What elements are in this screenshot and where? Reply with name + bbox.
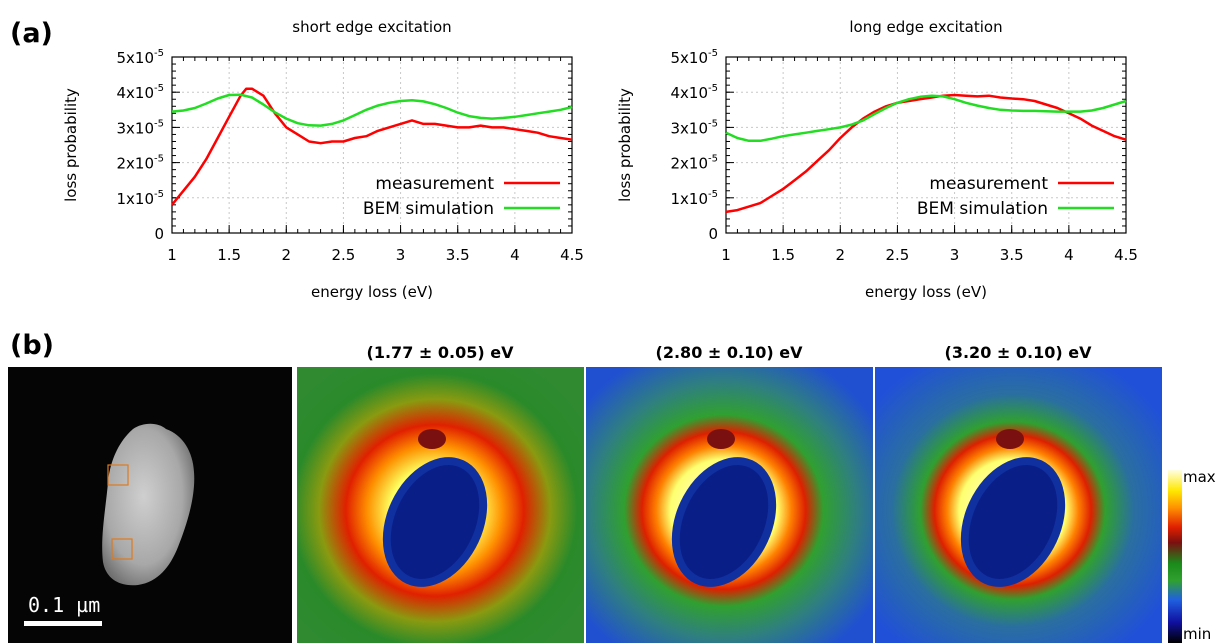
y-tick-label: 0: [154, 225, 164, 243]
x-tick-label: 1: [721, 246, 731, 264]
x-tick-label: 3.5: [446, 246, 470, 264]
particle: [102, 423, 195, 586]
x-tick-label: 4.5: [560, 246, 584, 264]
x-tick-label: 3: [396, 246, 406, 264]
x-tick-label: 4: [510, 246, 520, 264]
x-tick-label: 4.5: [1114, 246, 1138, 264]
eels-map-1: [297, 367, 584, 643]
x-tick-label: 2: [282, 246, 292, 264]
x-axis-label: energy loss (eV): [865, 283, 987, 301]
map-title-3: (3.20 ± 0.10) eV: [944, 343, 1092, 362]
series-line-0: [725, 93, 1127, 214]
chart-title: long edge excitation: [849, 18, 1002, 36]
y-tick-label: 0: [708, 225, 718, 243]
panel-label-b: (b): [10, 330, 55, 361]
chart-title: short edge excitation: [292, 18, 451, 36]
colorbar-min-label: min: [1183, 625, 1212, 643]
plot-frame: [171, 56, 573, 234]
eels-map-3: [875, 367, 1162, 643]
colorbar-max-label: max: [1183, 468, 1216, 486]
panel-label-a: (a): [10, 18, 53, 49]
x-tick-label: 2: [836, 246, 846, 264]
y-tick-label: 4x10-5: [117, 83, 165, 102]
x-tick-label: 2.5: [885, 246, 909, 264]
series-line-1: [725, 94, 1127, 143]
y-tick-label: 5x10-5: [117, 48, 165, 67]
legend-label-0: measurement: [929, 174, 1048, 194]
x-tick-label: 2.5: [331, 246, 355, 264]
y-tick-label: 5x10-5: [671, 48, 719, 67]
x-tick-label: 3.5: [1000, 246, 1024, 264]
plot-frame: [725, 56, 1127, 234]
y-axis-label: loss probability: [62, 88, 80, 202]
y-tick-label: 3x10-5: [117, 118, 165, 137]
chart-1-group: 1 1.5 2 2.5 3 3.5 4 4.5 0 1x10-5 2x10-5 3x10-5 4x10-…: [616, 18, 1138, 301]
x-tick-label: 1.5: [217, 246, 241, 264]
eels-map-2: [586, 367, 873, 643]
roi-box-top: [107, 464, 129, 486]
stem-particle-graphic: [102, 423, 195, 586]
y-tick-label: 2x10-5: [117, 154, 165, 173]
x-tick-label: 1: [167, 246, 177, 264]
y-tick-label: 4x10-5: [671, 83, 719, 102]
y-axis-label: loss probability: [616, 88, 634, 202]
y-tick-label: 2x10-5: [671, 154, 719, 173]
colorbar: [1168, 470, 1182, 643]
legend-label-1: BEM simulation: [917, 199, 1048, 219]
chart-short-edge: 1 1.5 2 2.5 3 3.5 4 4.5 0 1x10-5 2x10-5 3x10-5 4x10-…: [62, 18, 584, 301]
x-axis-label: energy loss (eV): [311, 283, 433, 301]
x-tick-label: 3: [950, 246, 960, 264]
y-tick-label: 1x10-5: [671, 189, 719, 208]
map-title-1: (1.77 ± 0.05) eV: [366, 343, 514, 362]
y-tick-label: 1x10-5: [117, 189, 165, 208]
scale-bar: [24, 621, 102, 626]
series-line-1: [171, 93, 573, 127]
legend-label-1: BEM simulation: [363, 199, 494, 219]
map-title-2: (2.80 ± 0.10) eV: [655, 343, 803, 362]
x-tick-label: 4: [1064, 246, 1074, 264]
chart-0-group: 1 1.5 2 2.5 3 3.5 4 4.5 0 1x10-5 2x10-5 3x10-5 4x10-…: [62, 18, 584, 301]
stem-image: 0.1 µm: [8, 367, 292, 643]
legend-label-0: measurement: [375, 174, 494, 194]
chart-long-edge: 1 1.5 2 2.5 3 3.5 4 4.5 0 1x10-5 2x10-5 3x10-5 4x10-…: [616, 18, 1138, 301]
y-tick-label: 3x10-5: [671, 118, 719, 137]
x-tick-label: 1.5: [771, 246, 795, 264]
roi-box-bottom: [111, 538, 133, 560]
scale-bar-label: 0.1 µm: [28, 593, 101, 617]
